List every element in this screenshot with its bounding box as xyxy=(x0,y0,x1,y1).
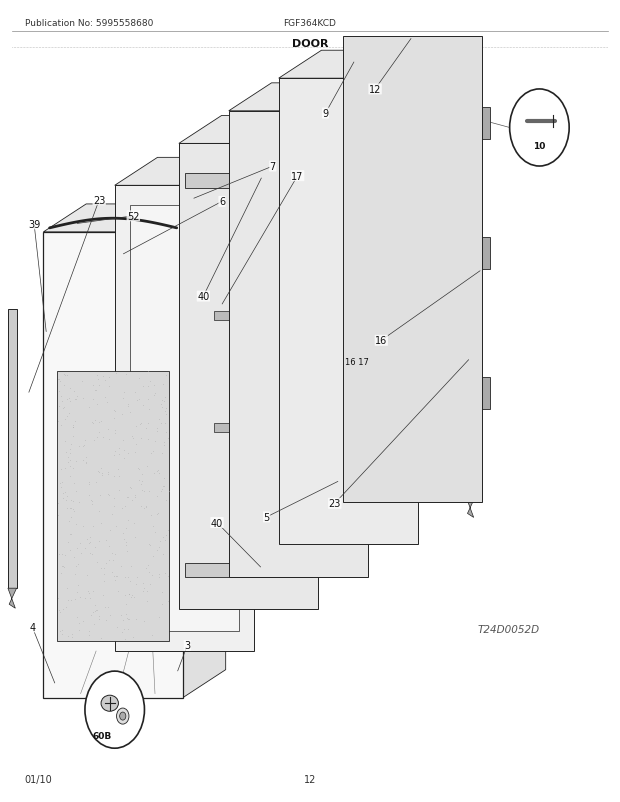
Polygon shape xyxy=(214,311,264,321)
Polygon shape xyxy=(185,174,312,188)
Text: 9: 9 xyxy=(322,109,329,119)
Text: 3: 3 xyxy=(184,641,190,650)
Text: 16: 16 xyxy=(375,336,388,346)
Polygon shape xyxy=(466,498,475,518)
Text: 7: 7 xyxy=(270,162,276,172)
Polygon shape xyxy=(479,107,490,140)
Polygon shape xyxy=(130,206,239,631)
Polygon shape xyxy=(343,37,482,502)
Circle shape xyxy=(85,671,144,748)
Polygon shape xyxy=(185,563,312,577)
Text: 10: 10 xyxy=(533,141,546,151)
Polygon shape xyxy=(115,186,254,651)
Text: 12: 12 xyxy=(369,85,381,95)
Text: 60B: 60B xyxy=(92,731,112,740)
Text: 40: 40 xyxy=(197,292,210,302)
Polygon shape xyxy=(214,423,264,432)
Polygon shape xyxy=(8,589,17,609)
Text: 01/10: 01/10 xyxy=(25,775,53,784)
Text: 5: 5 xyxy=(264,512,270,522)
Circle shape xyxy=(510,90,569,167)
Circle shape xyxy=(120,712,126,720)
Polygon shape xyxy=(57,372,169,642)
Polygon shape xyxy=(361,61,464,478)
Text: FGF364KCD: FGF364KCD xyxy=(283,19,337,28)
Text: 17: 17 xyxy=(291,172,304,181)
Polygon shape xyxy=(43,205,226,233)
Text: 52: 52 xyxy=(127,212,140,221)
Polygon shape xyxy=(179,116,361,144)
Polygon shape xyxy=(183,205,226,698)
Polygon shape xyxy=(279,79,418,545)
Text: T24D0052D: T24D0052D xyxy=(477,625,539,634)
Circle shape xyxy=(117,708,129,724)
Text: 40: 40 xyxy=(211,518,223,528)
Polygon shape xyxy=(179,144,319,610)
Polygon shape xyxy=(8,310,17,589)
Text: DOOR: DOOR xyxy=(292,38,328,48)
Ellipse shape xyxy=(101,695,118,711)
Text: 23: 23 xyxy=(93,196,105,205)
Text: 23: 23 xyxy=(329,499,341,508)
Polygon shape xyxy=(466,219,475,498)
Polygon shape xyxy=(279,51,461,79)
Text: 12: 12 xyxy=(304,775,316,784)
Polygon shape xyxy=(43,233,183,698)
Text: 39: 39 xyxy=(28,220,40,229)
Polygon shape xyxy=(479,377,490,409)
Polygon shape xyxy=(115,158,297,186)
Polygon shape xyxy=(229,83,411,111)
Text: 16 17: 16 17 xyxy=(345,358,368,367)
Text: 6: 6 xyxy=(219,197,225,207)
Text: 4: 4 xyxy=(29,622,35,632)
Polygon shape xyxy=(229,111,368,577)
Polygon shape xyxy=(479,237,490,269)
Text: Publication No: 5995558680: Publication No: 5995558680 xyxy=(25,19,153,28)
